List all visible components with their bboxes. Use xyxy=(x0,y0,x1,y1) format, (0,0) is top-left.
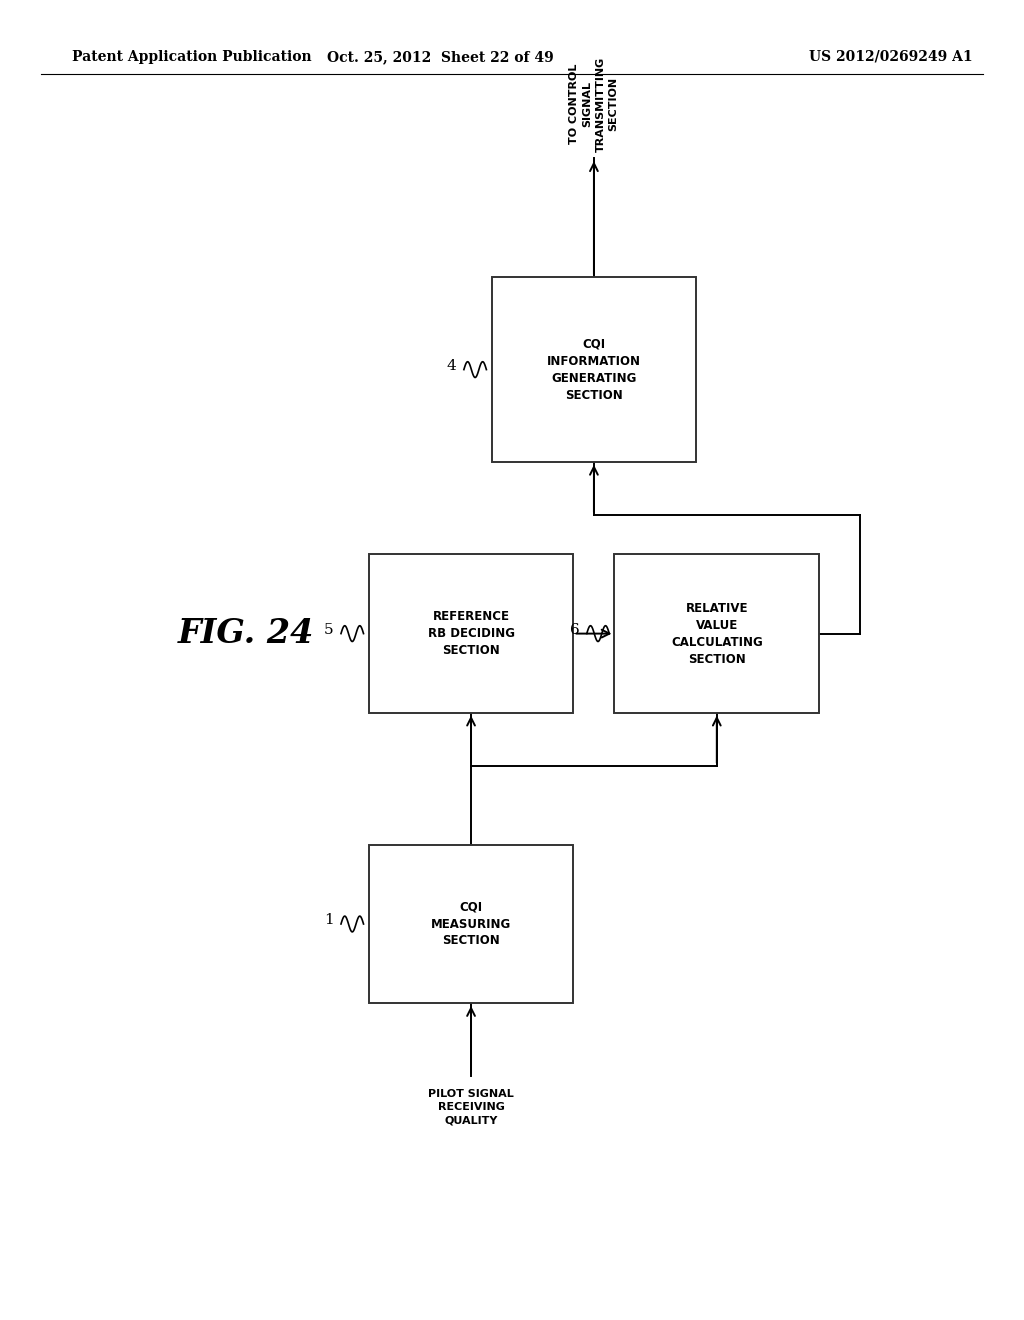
Text: 1: 1 xyxy=(324,913,334,927)
Text: CQI
MEASURING
SECTION: CQI MEASURING SECTION xyxy=(431,900,511,948)
Bar xyxy=(369,845,573,1003)
Text: Patent Application Publication: Patent Application Publication xyxy=(72,50,311,63)
Text: TO CONTROL
SIGNAL
TRANSMITTING
SECTION: TO CONTROL SIGNAL TRANSMITTING SECTION xyxy=(569,57,618,152)
Text: RELATIVE
VALUE
CALCULATING
SECTION: RELATIVE VALUE CALCULATING SECTION xyxy=(671,602,763,665)
Text: REFERENCE
RB DECIDING
SECTION: REFERENCE RB DECIDING SECTION xyxy=(428,610,514,657)
Text: FIG. 24: FIG. 24 xyxy=(177,618,314,651)
Text: PILOT SIGNAL
RECEIVING
QUALITY: PILOT SIGNAL RECEIVING QUALITY xyxy=(428,1089,514,1126)
Bar xyxy=(614,554,819,713)
Text: Oct. 25, 2012  Sheet 22 of 49: Oct. 25, 2012 Sheet 22 of 49 xyxy=(327,50,554,63)
Text: 5: 5 xyxy=(325,623,334,636)
Bar xyxy=(369,554,573,713)
Text: US 2012/0269249 A1: US 2012/0269249 A1 xyxy=(809,50,973,63)
Text: 4: 4 xyxy=(446,359,457,372)
Text: CQI
INFORMATION
GENERATING
SECTION: CQI INFORMATION GENERATING SECTION xyxy=(547,338,641,401)
Bar xyxy=(492,277,696,462)
Text: 6: 6 xyxy=(569,623,580,636)
